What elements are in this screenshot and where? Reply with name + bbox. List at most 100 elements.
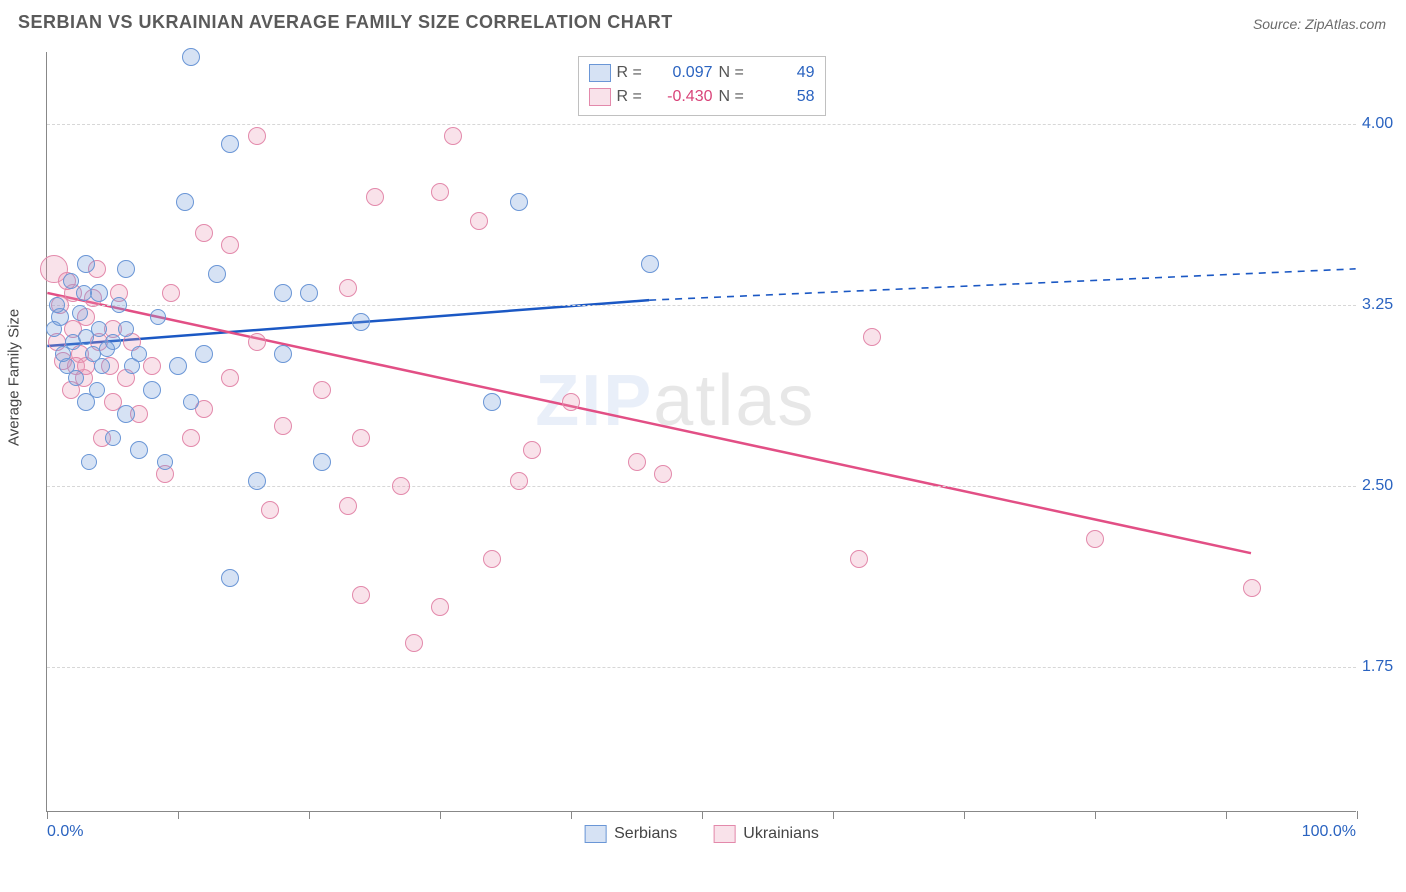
scatter-point	[628, 453, 646, 471]
scatter-point	[46, 321, 62, 337]
x-tick	[702, 811, 703, 819]
scatter-point	[208, 265, 226, 283]
scatter-point	[510, 472, 528, 490]
legend-b-label: Ukrainians	[743, 825, 819, 843]
scatter-point	[221, 135, 239, 153]
scatter-point	[352, 429, 370, 447]
scatter-point	[90, 284, 108, 302]
swatch-b-icon	[713, 825, 735, 843]
scatter-point	[94, 358, 110, 374]
scatter-point	[274, 417, 292, 435]
y-tick-label: 4.00	[1362, 115, 1393, 133]
scatter-point	[195, 224, 213, 242]
scatter-point	[248, 127, 266, 145]
legend-item-a: Serbians	[584, 825, 677, 843]
x-tick	[571, 811, 572, 819]
legend-a-label: Serbians	[614, 825, 677, 843]
scatter-point	[366, 188, 384, 206]
scatter-point	[248, 472, 266, 490]
x-max-label: 100.0%	[1302, 823, 1356, 841]
scatter-point	[89, 382, 105, 398]
scatter-point	[162, 284, 180, 302]
y-tick-label: 2.50	[1362, 477, 1393, 495]
scatter-point	[562, 393, 580, 411]
scatter-point	[49, 297, 65, 313]
scatter-point	[1243, 579, 1261, 597]
x-tick	[964, 811, 965, 819]
scatter-point	[444, 127, 462, 145]
scatter-point	[352, 313, 370, 331]
x-min-label: 0.0%	[47, 823, 83, 841]
scatter-point	[483, 550, 501, 568]
scatter-point	[118, 321, 134, 337]
scatter-point	[339, 279, 357, 297]
scatter-point	[641, 255, 659, 273]
x-tick	[1357, 811, 1358, 819]
scatter-point	[221, 236, 239, 254]
scatter-point	[169, 357, 187, 375]
scatter-point	[221, 569, 239, 587]
chart-source: Source: ZipAtlas.com	[1253, 16, 1386, 32]
chart-title: SERBIAN VS UKRAINIAN AVERAGE FAMILY SIZE…	[18, 12, 673, 33]
swatch-a-icon	[584, 825, 606, 843]
scatter-point	[182, 48, 200, 66]
scatter-point	[91, 321, 107, 337]
gridline	[47, 486, 1356, 487]
gridline	[47, 305, 1356, 306]
scatter-point	[182, 429, 200, 447]
scatter-point	[274, 345, 292, 363]
x-tick	[1226, 811, 1227, 819]
scatter-point	[405, 634, 423, 652]
scatter-point	[176, 193, 194, 211]
scatter-point	[863, 328, 881, 346]
scatter-point	[431, 183, 449, 201]
scatter-point	[183, 394, 199, 410]
scatter-point	[111, 297, 127, 313]
scatter-point	[143, 381, 161, 399]
y-axis-title: Average Family Size	[6, 309, 23, 446]
scatter-point	[261, 501, 279, 519]
regression-line	[47, 293, 1251, 553]
scatter-point	[76, 285, 92, 301]
legend-item-b: Ukrainians	[713, 825, 819, 843]
scatter-point	[431, 598, 449, 616]
scatter-point	[143, 357, 161, 375]
scatter-point	[63, 273, 79, 289]
scatter-point	[55, 346, 71, 362]
series-legend: Serbians Ukrainians	[584, 825, 819, 843]
regression-line	[649, 269, 1355, 300]
scatter-point	[99, 341, 115, 357]
scatter-point	[157, 454, 173, 470]
scatter-point	[300, 284, 318, 302]
regression-lines	[47, 52, 1356, 811]
scatter-point	[117, 405, 135, 423]
gridline	[47, 124, 1356, 125]
x-tick	[1095, 811, 1096, 819]
scatter-point	[313, 453, 331, 471]
x-tick	[47, 811, 48, 819]
gridline	[47, 667, 1356, 668]
scatter-point	[392, 477, 410, 495]
scatter-point	[150, 309, 166, 325]
scatter-point	[1086, 530, 1104, 548]
scatter-point	[195, 345, 213, 363]
scatter-point	[117, 260, 135, 278]
y-tick-label: 3.25	[1362, 296, 1393, 314]
y-tick-label: 1.75	[1362, 658, 1393, 676]
x-tick	[178, 811, 179, 819]
scatter-point	[483, 393, 501, 411]
scatter-point	[850, 550, 868, 568]
plot-area: ZIPatlas R = 0.097 N = 49 R = -0.430 N =…	[46, 52, 1356, 812]
scatter-point	[248, 333, 266, 351]
scatter-point	[72, 305, 88, 321]
scatter-point	[352, 586, 370, 604]
scatter-point	[274, 284, 292, 302]
scatter-point	[77, 255, 95, 273]
scatter-point	[654, 465, 672, 483]
scatter-point	[130, 441, 148, 459]
scatter-point	[81, 454, 97, 470]
scatter-point	[313, 381, 331, 399]
scatter-point	[523, 441, 541, 459]
scatter-point	[470, 212, 488, 230]
scatter-point	[510, 193, 528, 211]
